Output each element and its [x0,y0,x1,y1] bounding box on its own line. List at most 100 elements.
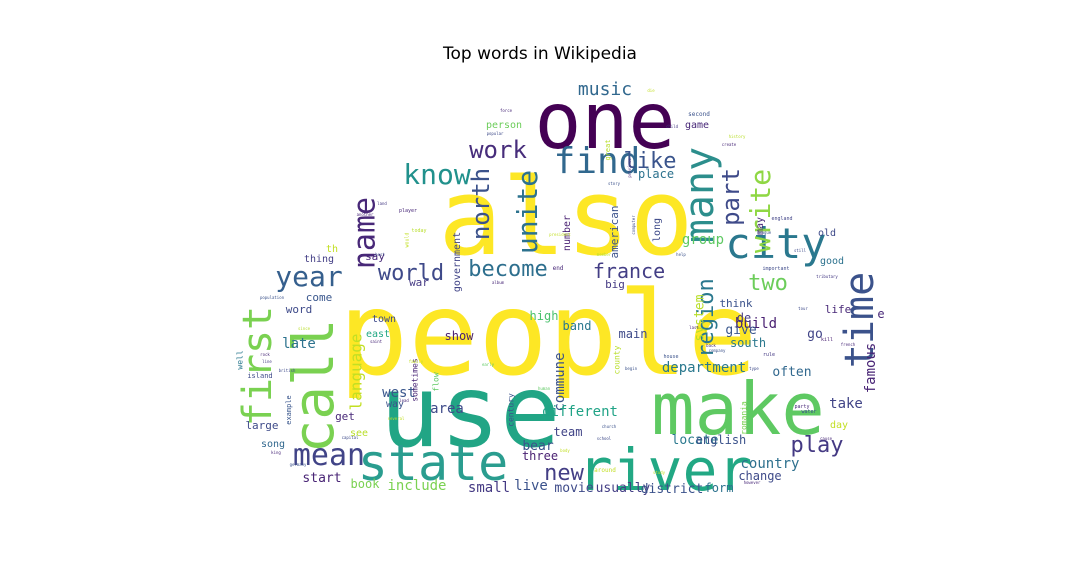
cloud-word-unite: unite [511,170,544,254]
cloud-word-many: many [677,147,723,243]
cloud-word-first: first [235,306,281,426]
cloud-word-get: get [335,410,355,423]
cloud-word-member: member [597,252,612,257]
cloud-word-however: however [744,480,761,485]
cloud-word-begin: begin [625,366,638,371]
cloud-word-century: century [507,393,516,427]
cloud-word-company: company [709,348,726,353]
cloud-word-de: de [737,311,751,325]
cloud-word-capital: capital [342,435,359,440]
cloud-word-still: still [794,248,807,253]
cloud-word-tributary: tributary [816,274,838,279]
cloud-word-main: main [619,327,648,341]
cloud-word-find: find [554,141,641,182]
cloud-word-human: human [538,386,551,391]
cloud-word-take: take [829,396,863,412]
cloud-word-person: person [486,120,522,131]
cloud-word-call: call [282,319,347,454]
cloud-word-east: east [366,329,390,340]
cloud-word-rule: rule [763,352,775,358]
cloud-word-war: war [409,276,429,289]
cloud-word-locate: locate [672,433,719,448]
cloud-word-make: make [651,367,824,451]
cloud-word-system: system [693,294,708,341]
cloud-word-become: become [468,257,547,282]
cloud-word-british: british [279,368,296,373]
cloud-word-high: high [530,309,559,323]
cloud-word-study: study [653,470,666,475]
cloud-word-team: team [554,425,583,439]
cloud-word-life: life [825,303,852,316]
cloud-word-tour: tour [798,306,808,311]
cloud-word-type: type [749,366,759,371]
cloud-word-germany: germany [290,462,307,467]
cloud-word-band: band [563,319,592,333]
cloud-word-come: come [306,291,333,304]
cloud-word-large: large [245,419,278,432]
cloud-word-include: include [387,478,446,494]
cloud-word-big: big [605,278,625,291]
cloud-word-good: good [820,256,844,267]
cloud-word-th: th [326,244,338,255]
cloud-word-flow: flow [432,372,441,391]
cloud-word-play: play [791,433,844,458]
cloud-word-house: house [663,354,678,360]
cloud-word-back: back [706,343,716,348]
cloud-word-number: number [562,215,573,251]
cloud-word-body: body [560,448,570,453]
cloud-word-popular: popular [487,131,504,136]
cloud-word-early: early [482,362,495,367]
cloud-word-change: change [738,469,781,483]
cloud-word-cause: cause [820,436,833,441]
cloud-word-create: create [722,142,737,147]
cloud-word-since: since [298,326,311,331]
cloud-word-school: school [597,436,612,441]
cloud-word-also: also [438,156,693,279]
cloud-word-commune: commune [552,352,568,411]
cloud-word-player: player [399,208,417,214]
cloud-word-know: know [403,158,471,191]
cloud-word-mean: mean [293,438,365,473]
cloud-word-land: land [377,201,387,206]
cloud-word-region: region [694,278,719,357]
cloud-word-e: e [877,307,884,321]
cloud-word-often: often [772,365,811,380]
cloud-word-district: district [641,482,704,497]
cloud-word-lead: lead [399,398,409,403]
cloud-word-may: may [755,217,766,235]
cloud-word-one: one [535,77,676,167]
cloud-word-like: like [624,149,677,174]
cloud-word-movie: movie [554,481,593,496]
cloud-word-group: group [682,232,724,248]
cloud-word-famous: famous [863,343,879,394]
cloud-word-build: build [735,316,777,332]
cloud-word-church: church [602,424,617,429]
cloud-word-start: start [302,471,341,486]
cloud-word-small: small [468,480,510,496]
cloud-word-place: place [638,167,674,181]
cloud-word-water: water [801,409,816,415]
cloud-word-late: late [282,336,316,352]
cloud-word-another: another [357,212,374,217]
cloud-word-south: south [730,336,766,350]
cloud-word-west: west [382,385,416,401]
cloud-word-great: great [604,139,612,160]
cloud-word-state: state [358,434,509,492]
cloud-word-several: several [388,416,405,421]
cloud-word-song: song [261,439,285,450]
cloud-word-say: say [365,250,385,263]
cloud-word-way: way [386,399,404,410]
cloud-word-well: well [236,350,245,369]
cloud-word-world: world [378,261,444,286]
cloud-word-help: help [676,252,686,257]
cloud-word-province: province [627,158,632,178]
cloud-word-king: king [271,450,281,455]
cloud-word-force: force [500,108,513,113]
cloud-word-two: two [748,271,788,296]
cloud-word-thing: thing [304,254,334,265]
cloud-word-sometimes: sometimes [411,358,420,402]
cloud-word-town: town [372,314,396,325]
cloud-word-english: english [696,433,747,447]
cloud-word-year: year [275,260,342,293]
